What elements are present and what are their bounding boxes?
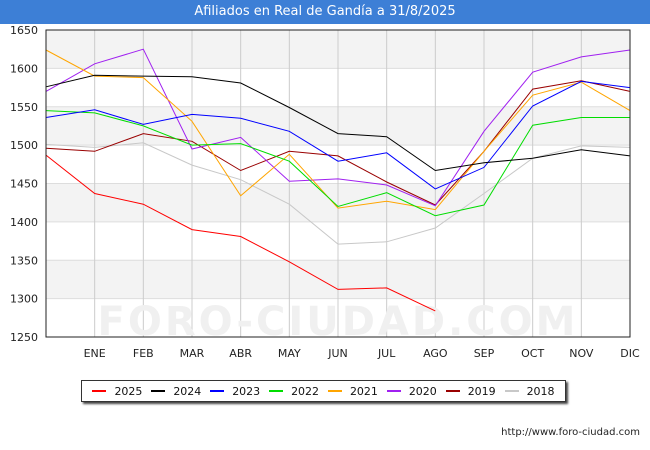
series-line-2021 [45,49,631,211]
x-tick-label: DIC [620,347,640,360]
y-tick-label: 1550 [10,101,38,114]
legend-label: 2022 [291,384,320,398]
x-tick-label: OCT [521,347,544,360]
series-line-2019 [45,80,631,206]
legend-swatch [445,390,460,392]
legend-item-2019: 2019 [445,384,496,398]
x-tick-label: JUN [327,347,348,360]
x-tick-label: NOV [569,347,594,360]
legend-item-2024: 2024 [151,385,201,398]
legend-item-2025: 2025 [92,385,142,398]
y-tick-label: 1400 [10,216,38,229]
legend-swatch [386,390,401,392]
legend-label: 2020 [408,384,437,398]
legend-item-2020: 2020 [386,384,437,398]
legend-item-2018: 2018 [504,384,555,398]
legend-label: 2019 [467,384,496,398]
plot-frame [45,29,631,338]
legend-label: 2025 [114,384,143,398]
series-line-2024 [45,74,631,172]
y-tick-label: 1350 [10,254,38,267]
watermark-text: FORO-CIUDAD.COM [98,299,579,345]
legend-swatch [269,390,284,392]
legend-swatch [327,390,342,392]
x-tick-label: MAY [278,347,301,360]
series-line-2020 [45,48,631,207]
y-tick-label: 1300 [10,293,38,306]
y-tick-label: 1600 [10,62,38,75]
y-tick-label: 1500 [10,139,38,152]
legend-item-2021: 2021 [327,384,378,398]
line-chart: 1250 1300 1350 1400 1450 1500 1550 1600 1650 ENE F… [10,24,640,360]
chart-legend: 2025 2024 2023 2022 2021 2020 2019 2018 [81,380,566,402]
x-tick-label: AGO [423,347,448,360]
series-line-2022 [45,110,630,217]
legend-swatch [504,390,519,392]
legend-swatch [151,390,166,392]
x-tick-label: SEP [474,347,495,360]
y-tick-label: 1450 [10,178,38,191]
y-tick-label: 1650 [10,24,38,37]
legend-swatch [210,390,225,392]
legend-swatch [92,390,107,392]
x-tick-label: FEB [133,347,154,360]
legend-label: 2018 [526,384,555,398]
legend-label: 2024 [173,384,202,398]
source-url[interactable]: http://www.foro-ciudad.com [501,427,640,438]
x-tick-label: JUL [377,347,396,360]
legend-label: 2023 [232,384,261,398]
y-tick-label: 1250 [10,331,38,344]
series-line-2023 [45,80,631,190]
x-tick-label: MAR [180,347,205,360]
legend-item-2022: 2022 [269,385,319,398]
x-tick-label: ABR [229,347,252,360]
chart-title: Afiliados en Real de Gandía a 31/8/2025 [0,0,650,24]
series-line-2025 [45,154,436,312]
legend-label: 2021 [349,384,378,398]
legend-item-2023: 2023 [210,385,260,398]
x-tick-label: ENE [84,347,106,360]
